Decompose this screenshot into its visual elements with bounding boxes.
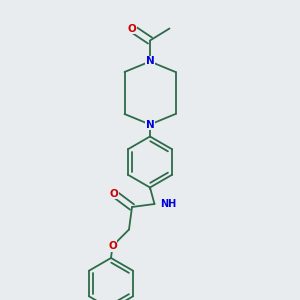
Text: O: O — [110, 188, 118, 199]
Text: O: O — [128, 23, 136, 34]
Text: N: N — [146, 56, 154, 67]
Text: NH: NH — [160, 199, 177, 209]
Text: N: N — [146, 119, 154, 130]
Text: O: O — [108, 241, 117, 251]
